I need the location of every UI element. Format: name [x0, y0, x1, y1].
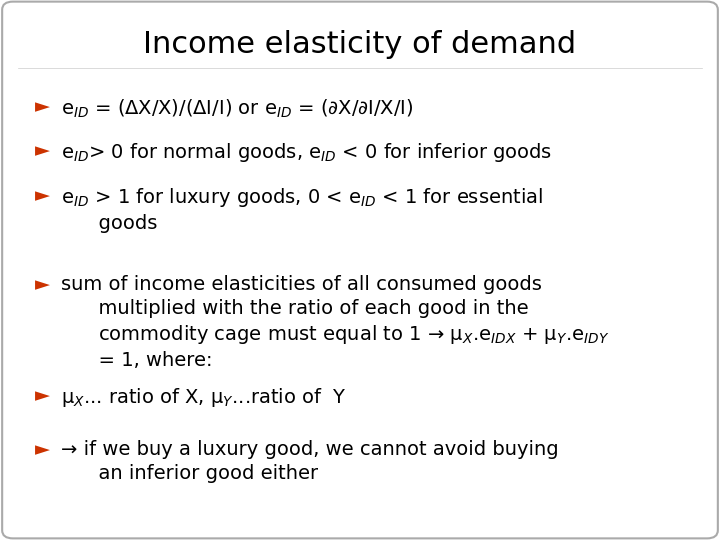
Text: ►: ► [35, 386, 50, 405]
Text: ►: ► [35, 440, 50, 459]
Text: Income elasticity of demand: Income elasticity of demand [143, 30, 577, 59]
Text: ►: ► [35, 141, 50, 160]
Text: → if we buy a luxury good, we cannot avoid buying
      an inferior good either: → if we buy a luxury good, we cannot avo… [61, 440, 559, 483]
Text: e$_{ID}$ = ($\Delta$X/X)/($\Delta$I/I) or e$_{ID}$ = ($\partial$X/$\partial$I/X/: e$_{ID}$ = ($\Delta$X/X)/($\Delta$I/I) o… [61, 97, 413, 119]
Text: e$_{ID}$> 0 for normal goods, e$_{ID}$ < 0 for inferior goods: e$_{ID}$> 0 for normal goods, e$_{ID}$ <… [61, 141, 552, 165]
Text: ►: ► [35, 186, 50, 205]
Text: ►: ► [35, 97, 50, 116]
Text: e$_{ID}$ > 1 for luxury goods, 0 < e$_{ID}$ < 1 for essential
      goods: e$_{ID}$ > 1 for luxury goods, 0 < e$_{I… [61, 186, 544, 233]
Text: ►: ► [35, 275, 50, 294]
Text: μ$_{X}$... ratio of X, μ$_{Y}$...ratio of  Y: μ$_{X}$... ratio of X, μ$_{Y}$...ratio o… [61, 386, 347, 409]
Text: sum of income elasticities of all consumed goods
      multiplied with the ratio: sum of income elasticities of all consum… [61, 275, 610, 369]
